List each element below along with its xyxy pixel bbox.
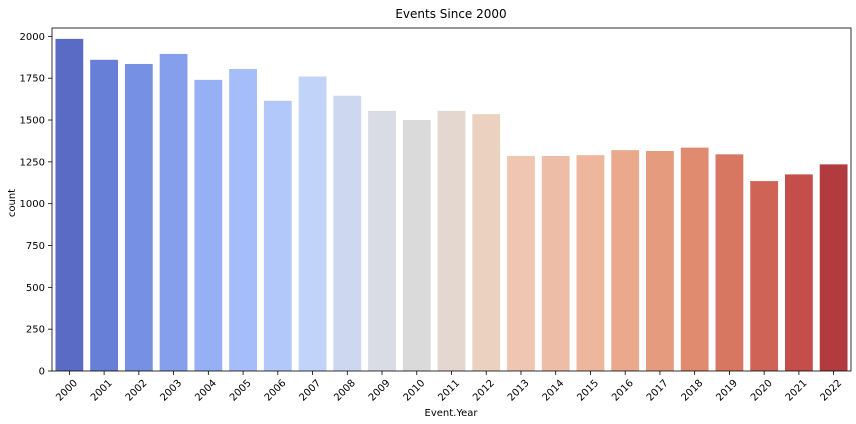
bar-2016 [611, 150, 640, 371]
x-axis-label: Event.Year [425, 408, 479, 419]
y-tick-label: 1250 [20, 157, 45, 168]
bar-2022 [819, 164, 848, 371]
x-tick-label: 2012 [471, 378, 497, 404]
bar-2006 [263, 100, 292, 371]
x-tick-label: 2017 [645, 378, 671, 404]
x-tick-label: 2000 [54, 378, 80, 404]
bar-2011 [437, 110, 466, 371]
x-tick-label: 2008 [332, 378, 358, 404]
chart-title: Events Since 2000 [395, 7, 506, 21]
bar-2019 [715, 154, 744, 371]
y-tick-label: 250 [26, 325, 45, 336]
x-tick-label: 2006 [263, 378, 289, 404]
x-tick-label: 2003 [158, 378, 184, 404]
bar-2012 [472, 114, 501, 372]
x-tick-label: 2021 [784, 378, 810, 404]
bar-2009 [368, 110, 396, 371]
x-tick-label: 2016 [610, 378, 636, 404]
y-tick-label: 750 [26, 241, 45, 252]
y-tick-label: 1750 [20, 74, 45, 85]
x-tick-label: 2020 [749, 378, 775, 404]
x-tick-label: 2007 [297, 378, 323, 404]
x-tick-label: 2018 [680, 378, 706, 404]
x-tick-label: 2010 [402, 378, 428, 404]
bar-2020 [750, 181, 779, 371]
bar-2014 [541, 155, 570, 371]
bar-2005 [229, 68, 257, 372]
bar-2003 [159, 53, 188, 372]
x-tick-label: 2014 [541, 378, 567, 404]
bar-2021 [784, 174, 813, 371]
y-tick-label: 500 [26, 283, 45, 294]
plot-area [51, 27, 852, 372]
bar-2002 [124, 63, 153, 371]
bar-2008 [333, 95, 362, 371]
y-tick-label: 1500 [20, 116, 45, 127]
y-tick-label: 0 [39, 367, 45, 378]
y-axis: 0 250 500 750 1000 1250 1500 1750 2000 [20, 32, 52, 378]
bar-2010 [402, 120, 431, 372]
x-tick-label: 2001 [89, 378, 115, 404]
y-axis-label: count [7, 189, 18, 217]
x-tick-label: 2004 [193, 378, 219, 404]
bar-2004 [194, 79, 223, 372]
x-tick-label: 2009 [367, 378, 393, 404]
x-axis: 2000 2001 2002 2003 2004 2005 2006 2007 2008 2009… [54, 371, 844, 404]
y-tick-label: 1000 [20, 199, 45, 210]
bar-2017 [646, 150, 674, 371]
bar-2000 [55, 38, 84, 371]
x-tick-label: 2005 [228, 378, 254, 404]
bar-2007 [298, 76, 327, 372]
y-tick-label: 2000 [20, 32, 45, 43]
bar-2015 [576, 155, 605, 371]
bar-2018 [680, 147, 709, 371]
x-tick-label: 2022 [819, 378, 845, 404]
x-tick-label: 2002 [124, 378, 150, 404]
x-tick-label: 2011 [436, 378, 462, 404]
bar-2013 [507, 155, 535, 371]
x-tick-label: 2019 [714, 378, 740, 404]
x-tick-label: 2013 [506, 378, 532, 404]
x-tick-label: 2015 [575, 378, 601, 404]
bar-2001 [90, 59, 119, 371]
